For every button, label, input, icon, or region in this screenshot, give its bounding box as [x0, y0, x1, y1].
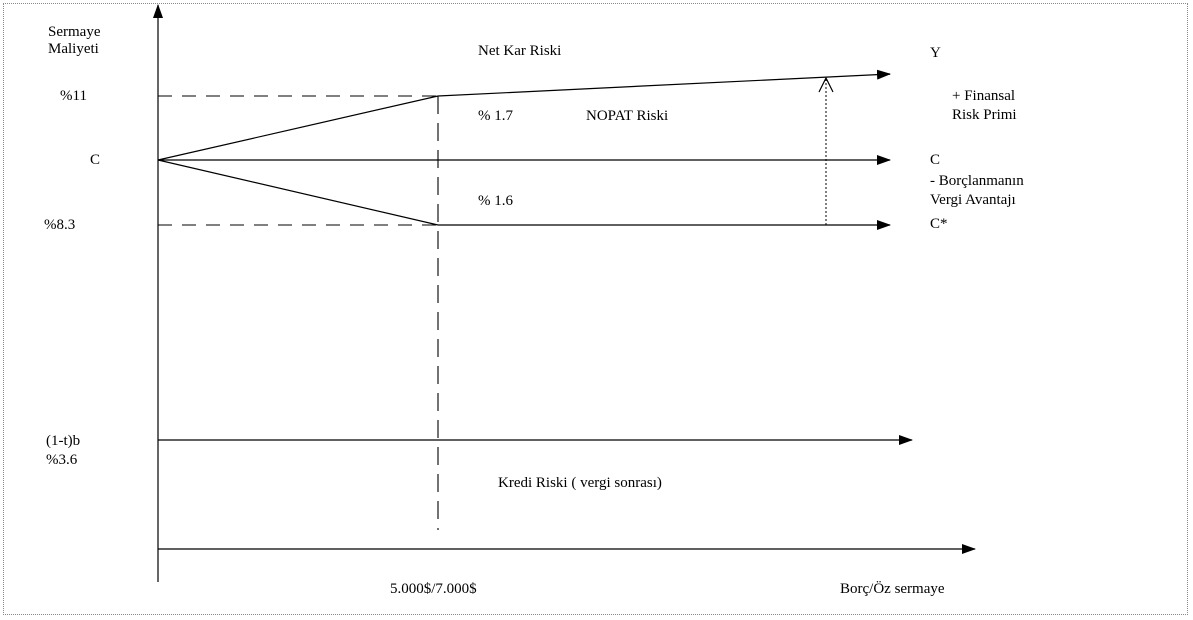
line-end-cstar: C*: [930, 216, 948, 232]
delta-down-label: % 1.6: [478, 193, 513, 209]
y-tick-debt-1: (1-t)b: [46, 433, 81, 449]
y-tick-c: C: [90, 152, 101, 168]
financial-risk-2: Risk Primi: [952, 107, 1017, 123]
line-end-c: C: [930, 152, 941, 168]
y-line: [437, 69, 891, 97]
rising-line-segment: [157, 95, 439, 161]
x-axis-title: Borç/Öz sermaye: [840, 581, 945, 597]
line-end-y: Y: [930, 45, 941, 61]
credit-risk-label: Kredi Riski ( vergi sonrası): [498, 475, 662, 491]
falling-line-segment: [157, 159, 439, 226]
y-axis-title-2: Maliyeti: [48, 41, 99, 57]
tax-advantage-2: Vergi Avantajı: [930, 192, 1016, 208]
x-tick-label: 5.000$/7.000$: [390, 581, 477, 597]
y-axis-title-1: Sermaye: [48, 24, 101, 40]
diagram-frame: [3, 3, 1188, 615]
y-tick-83: %8.3: [44, 217, 76, 233]
tax-advantage-1: - Borçlanmanın: [930, 173, 1024, 189]
y-tick-11: %11: [60, 88, 87, 104]
delta-up-label: % 1.7: [478, 108, 513, 124]
y-tick-debt-2: %3.6: [46, 452, 78, 468]
risk-premium-arrowhead: [818, 76, 834, 93]
net-income-risk-label: Net Kar Riski: [478, 43, 562, 59]
financial-risk-1: + Finansal: [952, 88, 1016, 104]
nopat-risk-label: NOPAT Riski: [586, 108, 669, 124]
